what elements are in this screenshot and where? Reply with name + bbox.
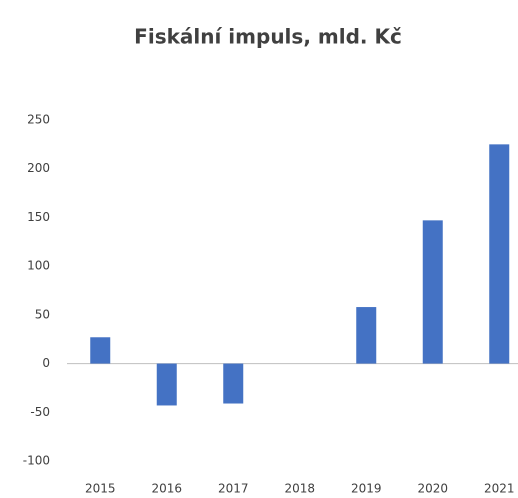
y-tick-label: -50 <box>30 405 50 419</box>
y-tick-label: 0 <box>42 356 50 370</box>
bar <box>422 220 443 364</box>
y-tick-label: 100 <box>27 259 50 273</box>
x-tick-label: 2017 <box>218 482 249 496</box>
y-tick-label: 150 <box>27 210 50 224</box>
x-tick-label: 2021 <box>484 482 515 496</box>
y-tick-label: 200 <box>27 161 50 175</box>
x-tick-label: 2019 <box>351 482 382 496</box>
x-tick-label: 2016 <box>151 482 182 496</box>
y-tick-label: 250 <box>27 113 50 127</box>
bar <box>489 144 510 364</box>
bar <box>356 307 377 364</box>
bar <box>156 363 177 406</box>
bar <box>223 363 244 404</box>
x-tick-label: 2018 <box>284 482 315 496</box>
y-tick-label: -100 <box>23 454 50 468</box>
y-tick-label: 50 <box>35 307 50 321</box>
bar <box>90 337 111 364</box>
x-tick-label: 2020 <box>417 482 448 496</box>
x-tick-label: 2015 <box>85 482 116 496</box>
chart-title: Fiskální impuls, mld. Kč <box>134 25 402 49</box>
